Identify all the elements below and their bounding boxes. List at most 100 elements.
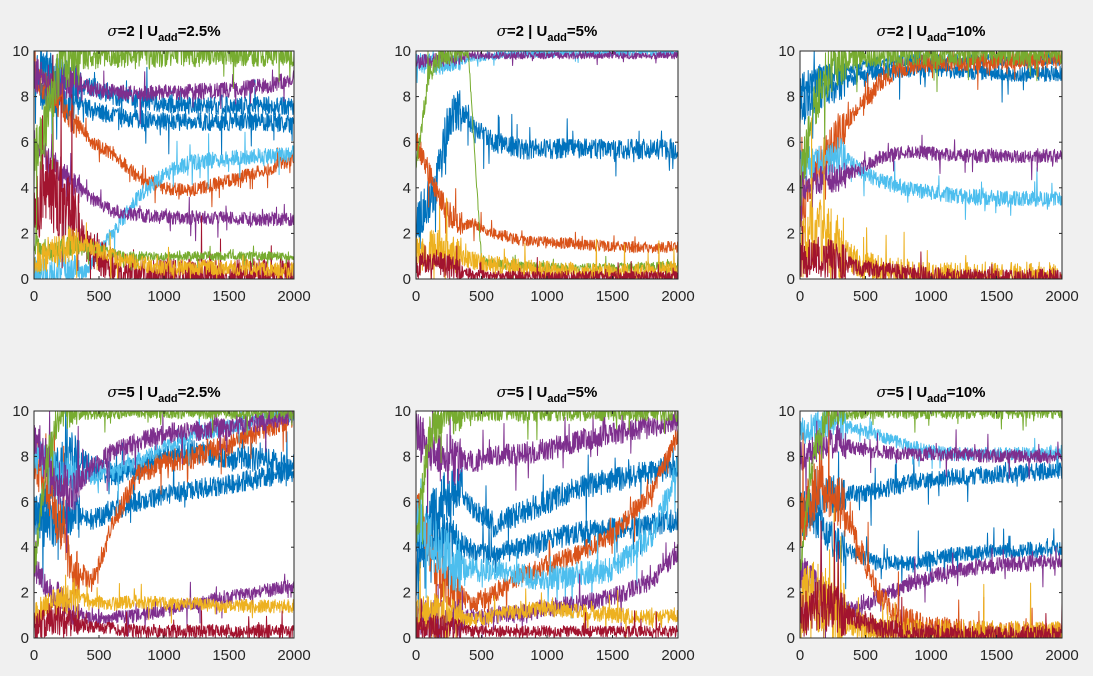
title-symbol: σ xyxy=(497,22,508,40)
series-line-3 xyxy=(34,51,294,208)
title-suffix: =10% xyxy=(947,384,986,401)
y-tick-label: 10 xyxy=(12,43,29,60)
series-line-5 xyxy=(34,58,294,125)
series-line-7 xyxy=(416,245,678,279)
series-line-8 xyxy=(800,226,1062,279)
y-tick-label: 6 xyxy=(21,134,29,151)
x-tick-label: 0 xyxy=(30,288,38,305)
subplot-1: 0 500 1000 1500 2000 0 2 4 6 8 10 σ=2 | Uadd=2.5% xyxy=(12,22,310,305)
x-tick-label: 2000 xyxy=(277,647,310,664)
series-line-10 xyxy=(34,222,294,279)
y-tick-label: 4 xyxy=(21,180,29,197)
y-tick-label: 6 xyxy=(403,494,411,511)
y-tick-label: 8 xyxy=(403,89,411,106)
title-subscript: add xyxy=(547,32,567,44)
series-line-2 xyxy=(34,67,294,156)
x-tick-label: 2000 xyxy=(1045,647,1078,664)
title-symbol: σ xyxy=(107,383,118,401)
x-tick-label: 500 xyxy=(86,288,111,305)
title-suffix: =5% xyxy=(567,384,597,401)
y-tick-label: 10 xyxy=(778,403,795,420)
y-tick-label: 6 xyxy=(21,494,29,511)
x-tick-label: 1000 xyxy=(914,288,947,305)
series-line-9 xyxy=(34,603,294,638)
title-symbol: σ xyxy=(876,383,887,401)
series-line-4 xyxy=(800,137,1062,220)
title-subscript: add xyxy=(547,393,567,405)
subplot-title: σ=5 | Uadd=5% xyxy=(497,383,598,405)
series-line-9 xyxy=(34,224,294,274)
y-tick-label: 0 xyxy=(403,630,411,647)
y-tick-label: 4 xyxy=(21,539,29,556)
x-tick-label: 1500 xyxy=(212,288,245,305)
y-tick-label: 6 xyxy=(787,134,795,151)
y-tick-label: 2 xyxy=(787,585,795,602)
subplot-title: σ=2 | Uadd=10% xyxy=(876,22,985,44)
title-prefix: =5 | U xyxy=(887,384,927,401)
series-line-7 xyxy=(416,411,678,545)
x-tick-label: 1000 xyxy=(147,288,180,305)
title-prefix: =2 | U xyxy=(118,23,158,40)
title-subscript: add xyxy=(927,393,947,405)
title-subscript: add xyxy=(158,32,178,44)
y-tick-label: 2 xyxy=(21,225,29,242)
series-line-1 xyxy=(416,90,678,249)
title-suffix: =10% xyxy=(947,23,986,40)
subplot-5: 0 500 1000 1500 2000 0 2 4 6 8 10 σ=5 | Uadd=5% xyxy=(394,383,694,664)
x-tick-label: 1000 xyxy=(914,647,947,664)
y-tick-label: 2 xyxy=(403,225,411,242)
series-group xyxy=(34,411,294,638)
series-line-2 xyxy=(34,455,294,589)
series-group xyxy=(800,51,1062,279)
series-group xyxy=(416,51,678,279)
subplot-title: σ=2 | Uadd=5% xyxy=(497,22,598,44)
y-tick-label: 6 xyxy=(787,494,795,511)
y-tick-label: 0 xyxy=(21,271,29,288)
x-tick-label: 0 xyxy=(796,288,804,305)
series-line-6 xyxy=(34,130,294,242)
y-tick-label: 0 xyxy=(787,630,795,647)
series-line-4 xyxy=(800,411,1062,496)
title-subscript: add xyxy=(927,32,947,44)
y-tick-label: 10 xyxy=(394,403,411,420)
series-line-5 xyxy=(800,134,1062,232)
title-prefix: =2 | U xyxy=(507,23,547,40)
x-tick-label: 1500 xyxy=(596,288,629,305)
y-tick-label: 8 xyxy=(787,448,795,465)
title-prefix: =5 | U xyxy=(118,384,158,401)
y-tick-label: 8 xyxy=(787,89,795,106)
series-line-9 xyxy=(416,598,678,638)
x-tick-label: 1000 xyxy=(530,288,563,305)
x-tick-label: 0 xyxy=(412,288,420,305)
subplot-2: 0 500 1000 1500 2000 0 2 4 6 8 10 σ=2 | Uadd=5% xyxy=(394,22,694,305)
x-tick-label: 1500 xyxy=(980,288,1013,305)
y-tick-label: 10 xyxy=(394,43,411,60)
series-line-2 xyxy=(800,490,1062,590)
y-tick-label: 4 xyxy=(403,180,411,197)
subplot-title: σ=2 | Uadd=2.5% xyxy=(107,22,220,44)
x-tick-label: 0 xyxy=(412,647,420,664)
title-prefix: =5 | U xyxy=(507,384,547,401)
title-symbol: σ xyxy=(107,22,118,40)
subplot-title: σ=5 | Uadd=10% xyxy=(876,383,985,405)
y-tick-label: 4 xyxy=(787,539,795,556)
x-tick-label: 500 xyxy=(853,647,878,664)
y-tick-label: 10 xyxy=(12,403,29,420)
y-tick-label: 2 xyxy=(787,225,795,242)
x-tick-label: 0 xyxy=(796,647,804,664)
x-tick-label: 1500 xyxy=(212,647,245,664)
x-tick-label: 1500 xyxy=(980,647,1013,664)
title-prefix: =2 | U xyxy=(887,23,927,40)
x-tick-label: 0 xyxy=(30,647,38,664)
x-tick-label: 1500 xyxy=(596,647,629,664)
series-group xyxy=(800,411,1062,638)
y-tick-label: 2 xyxy=(21,585,29,602)
series-line-6 xyxy=(800,51,1062,206)
y-tick-label: 0 xyxy=(21,630,29,647)
series-line-5 xyxy=(416,411,678,514)
title-suffix: =2.5% xyxy=(178,384,221,401)
y-tick-label: 4 xyxy=(787,180,795,197)
subplot-title: σ=5 | Uadd=2.5% xyxy=(107,383,220,405)
